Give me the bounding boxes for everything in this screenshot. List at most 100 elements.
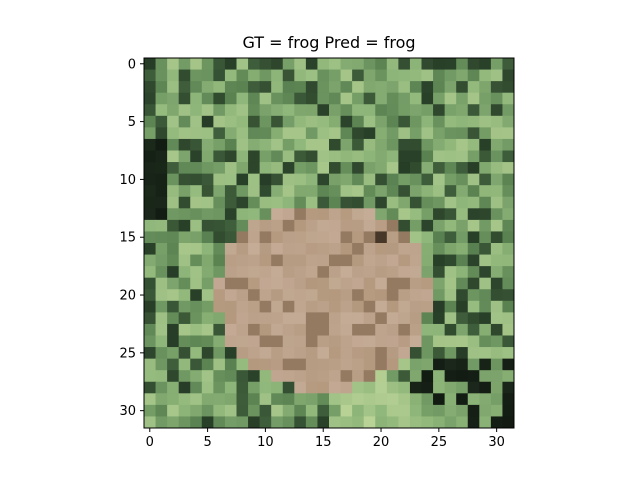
image-pixel: [271, 104, 284, 117]
image-pixel: [421, 58, 434, 71]
image-pixel: [178, 370, 191, 383]
image-pixel: [467, 312, 480, 325]
image-pixel: [490, 219, 504, 233]
image-pixel: [282, 58, 295, 71]
image-pixel: [490, 347, 504, 360]
image-pixel: [282, 208, 295, 221]
image-pixel: [398, 266, 411, 279]
image-pixel: [467, 277, 480, 290]
image-pixel: [167, 219, 180, 233]
image-pixel: [155, 173, 168, 186]
image-pixel: [433, 370, 446, 383]
image-pixel: [213, 173, 226, 186]
image-pixel: [456, 92, 469, 105]
image-pixel: [340, 266, 353, 279]
image-pixel: [444, 185, 457, 198]
image-pixel: [259, 335, 272, 348]
image-pixel: [479, 323, 492, 337]
image-pixel: [340, 347, 353, 360]
image-pixel: [409, 69, 423, 82]
image-pixel: [294, 289, 307, 302]
image-pixel: [213, 104, 226, 117]
image-pixel: [144, 277, 157, 290]
image-pixel: [178, 162, 191, 175]
image-pixel: [386, 92, 399, 105]
image-pixel: [155, 196, 168, 209]
image-pixel: [444, 162, 457, 175]
image-pixel: [236, 347, 249, 360]
image-pixel: [444, 312, 457, 325]
image-pixel: [167, 347, 180, 360]
image-pixel: [201, 92, 214, 105]
image-pixel: [386, 312, 399, 325]
image-pixel: [167, 243, 180, 256]
image-pixel: [317, 58, 330, 71]
image-pixel: [479, 208, 492, 221]
image-pixel: [178, 58, 191, 71]
image-pixel: [444, 196, 457, 209]
image-pixel: [386, 266, 399, 279]
image-pixel: [409, 277, 423, 290]
image-pixel: [282, 115, 295, 128]
image-pixel: [479, 243, 492, 256]
image-pixel: [167, 277, 180, 290]
image-pixel: [398, 92, 411, 105]
image-pixel: [433, 185, 446, 198]
image-pixel: [259, 104, 272, 117]
image-pixel: [144, 370, 157, 383]
image-pixel: [317, 127, 330, 140]
image-pixel: [409, 150, 423, 163]
image-pixel: [248, 58, 261, 71]
image-pixel: [305, 393, 319, 406]
image-pixel: [317, 393, 330, 406]
image-pixel: [502, 150, 514, 163]
image-pixel: [375, 277, 388, 290]
image-pixel: [236, 393, 249, 406]
image-pixel: [144, 81, 157, 94]
image-pixel: [201, 300, 214, 313]
image-pixel: [340, 127, 353, 140]
image-pixel: [155, 404, 168, 418]
image-pixel: [224, 404, 238, 418]
x-tick-label: 20: [373, 435, 390, 450]
image-pixel: [502, 208, 514, 221]
image-pixel: [305, 185, 319, 198]
image-pixel: [421, 127, 434, 140]
image-pixel: [456, 162, 469, 175]
image-pixel: [433, 115, 446, 128]
image-pixel: [144, 115, 157, 128]
image-pixel: [386, 196, 399, 209]
image-pixel: [490, 115, 504, 128]
image-pixel: [155, 323, 168, 337]
image-pixel: [317, 335, 330, 348]
image-pixel: [167, 266, 180, 279]
image-pixel: [317, 81, 330, 94]
image-pixel: [294, 231, 307, 244]
image-pixel: [456, 289, 469, 302]
image-pixel: [479, 69, 492, 82]
image-pixel: [456, 150, 469, 163]
image-pixel: [167, 69, 180, 82]
image-pixel: [467, 370, 480, 383]
image-pixel: [282, 173, 295, 186]
image-pixel: [479, 312, 492, 325]
image-pixel: [201, 358, 214, 371]
image-pixel: [421, 370, 434, 383]
image-pixel: [479, 219, 492, 233]
image-pixel: [421, 162, 434, 175]
image-pixel: [433, 196, 446, 209]
image-pixel: [305, 289, 319, 302]
image-pixel: [155, 300, 168, 313]
image-pixel: [213, 404, 226, 418]
image-pixel: [248, 323, 261, 337]
x-tick-label: 5: [203, 435, 211, 450]
image-pixel: [502, 196, 514, 209]
image-pixel: [490, 104, 504, 117]
image-pixel: [456, 138, 469, 152]
image-pixel: [433, 173, 446, 186]
image-pixel: [178, 150, 191, 163]
image-pixel: [155, 162, 168, 175]
image-pixel: [259, 92, 272, 105]
image-pixel: [456, 335, 469, 348]
image-pixel: [490, 58, 504, 71]
